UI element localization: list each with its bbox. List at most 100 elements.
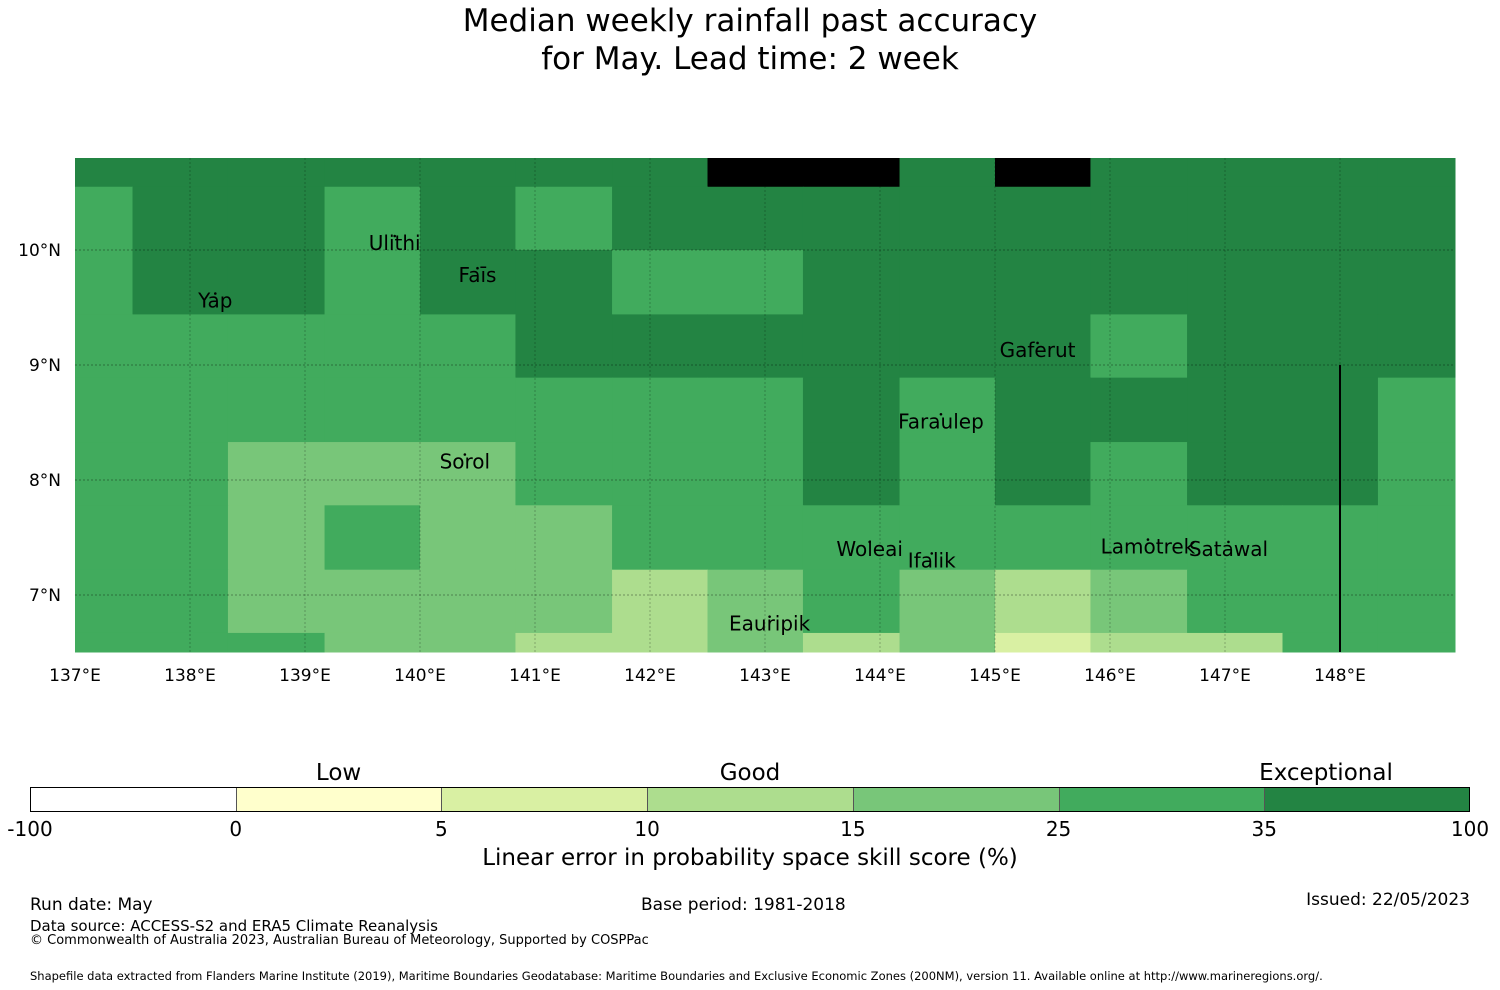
island-labels: Yap Ulithi Faīs Gaferut Faraulep Sorol Woleai I… [197,231,1268,636]
x-tick-label: 145°E [969,666,1021,686]
skill-cells [75,158,1456,653]
data-source: Data source: ACCESS-S2 and ERA5 Climate … [30,917,438,935]
skill-cell [707,186,804,251]
skill-cell [515,314,613,379]
shapefile-credit: Shapefile data extracted from Flanders M… [30,969,1323,983]
skill-cell [612,569,708,634]
island-label: Sorol [440,450,491,474]
skill-cell [612,250,708,315]
y-tick-label: 9°N [29,356,61,376]
skill-cell [1282,442,1379,506]
copyright: © Commonwealth of Australia 2023, Austra… [30,933,649,948]
skill-cell [612,377,708,443]
skill-cell [75,505,133,571]
skill-cell [1377,158,1456,188]
island-label: Yap [197,289,232,313]
skill-cell [995,158,1091,188]
base-period: Base period: 1981-2018 [641,895,846,915]
island-label: Ifalik [908,548,956,572]
skill-cell [1377,314,1456,379]
skill-cell [995,250,1091,315]
skill-cell [420,158,516,188]
skill-cell [324,505,421,571]
skill-cell [1187,632,1283,653]
skill-cell [1187,505,1283,571]
skill-cell [515,186,613,251]
skill-cell [1187,250,1283,315]
longitude-ticks: 137°E 138°E 139°E 140°E 141°E 142°E 143°E 144°E… [49,666,1366,686]
island-marker [476,266,479,270]
skill-cell [707,158,804,188]
x-tick-label: 148°E [1314,666,1366,686]
island-marker [930,552,934,555]
skill-cell [1282,314,1379,379]
skill-cell [324,186,421,251]
skill-cell [1377,632,1456,653]
colorbar-swatch [30,787,237,812]
skill-cell [420,314,516,379]
skill-cell [324,377,421,443]
x-tick-label: 147°E [1199,666,1251,686]
colorbar-category-label: Low [315,760,362,786]
skill-cell [515,250,613,315]
skill-cell [1282,250,1379,315]
x-tick-label: 142°E [624,666,676,686]
skill-cell [802,632,901,653]
skill-cell [707,569,804,634]
skill-cell [707,250,804,315]
skill-cell [227,632,326,653]
skill-cell [1090,442,1188,506]
colorbar-tick-label: 100 [1450,817,1490,841]
skill-cell [75,632,133,653]
skill-cell [612,186,708,251]
skill-cell [515,377,613,443]
x-tick-label: 139°E [279,666,331,686]
skill-cell [1282,377,1379,443]
skill-cell [802,314,901,379]
colorbar-tick-label: 25 [1045,817,1072,841]
island-label: Gaferut [1000,338,1076,362]
skill-cell [995,569,1091,634]
skill-cell [1187,314,1283,379]
skill-cell [132,377,229,443]
x-tick-label: 146°E [1084,666,1136,686]
island-marker [1036,341,1039,345]
skill-cell [227,250,326,315]
island-marker [939,412,943,416]
skill-cell [612,314,708,379]
skill-cell [1187,158,1283,188]
skill-cell [75,158,133,188]
skill-cell [995,505,1091,571]
skill-cell [75,314,133,379]
skill-cell [1282,186,1379,251]
island-label: Faīs [459,263,497,287]
run-date: Run date: May [30,895,153,915]
skill-cell [707,314,804,379]
skill-cell [612,632,708,653]
skill-cell [1090,314,1188,379]
x-tick-label: 140°E [394,666,446,686]
skill-cell [420,632,516,653]
skill-cell [802,158,901,188]
x-tick-label: 143°E [739,666,791,686]
skill-cell [899,186,996,251]
island-marker [1227,540,1230,544]
issued-date: Issued: 22/05/2023 [1306,890,1470,910]
skill-cell [75,250,133,315]
skill-cell [420,569,516,634]
skill-cell [75,186,133,251]
skill-cell [1377,250,1456,315]
skill-cell [1187,186,1283,251]
skill-cell [132,569,229,634]
colorbar-swatch [1264,787,1471,812]
skill-cell [1090,250,1188,315]
skill-cell [227,314,326,379]
island-marker [768,615,771,618]
colorbar-tick-label: 0 [229,817,243,841]
colorbar-tick-label: 10 [634,817,660,841]
skill-cell [707,377,804,443]
skill-cell [324,442,421,506]
skill-cell [132,186,229,251]
skill-cell [324,569,421,634]
